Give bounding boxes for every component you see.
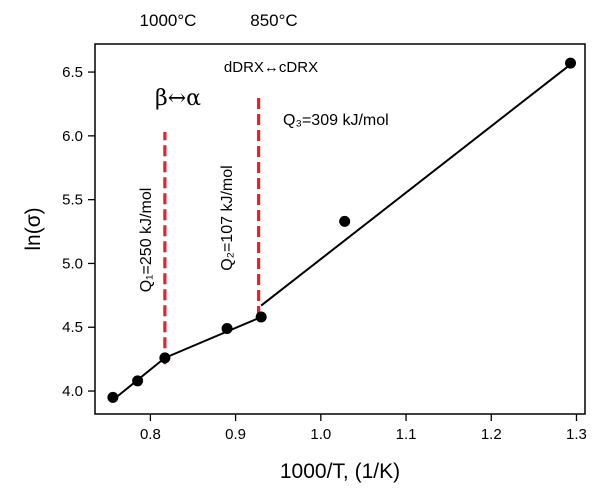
- y-axis-title: ln(σ): [22, 207, 45, 250]
- y-tick-label: 6.0: [62, 128, 83, 145]
- y-tick-label: 5.5: [62, 192, 83, 209]
- annotation-q1: Q₁=250 kJ/mol: [138, 188, 155, 293]
- x-axis-ticks: 0.8 0.9 1.0 1.1 1.2 1.3: [140, 414, 587, 443]
- y-tick-label: 6.5: [62, 64, 83, 81]
- annotation-q3: Q₃=309 kJ/mol: [283, 112, 389, 129]
- x-tick-label: 1.0: [310, 426, 331, 443]
- x-tick-label: 1.3: [566, 426, 587, 443]
- plot-frame: [94, 43, 586, 415]
- data-point: [255, 311, 267, 323]
- transition-lines: [163, 95, 261, 365]
- x-tick-label: 1.1: [396, 426, 417, 443]
- data-points: [107, 57, 577, 403]
- data-point: [107, 391, 119, 403]
- y-tick-label: 5.0: [62, 255, 83, 272]
- y-tick-label: 4.0: [62, 383, 83, 400]
- fit-line-segment: [260, 63, 572, 307]
- data-point: [132, 375, 144, 387]
- y-axis-ticks: 4.0 4.5 5.0 5.5 6.0 6.5: [62, 64, 95, 400]
- x-axis-title: 1000/T, (1/K): [280, 460, 400, 483]
- annotation-dynamic-recrystallization: dDRX↔cDRX: [224, 59, 318, 76]
- x-tick-label: 0.9: [225, 426, 246, 443]
- y-tick-label: 4.5: [62, 319, 83, 336]
- data-point: [339, 215, 351, 227]
- annotation-beta-alpha: β↔α: [155, 86, 201, 111]
- x-tick-label: 0.8: [140, 426, 161, 443]
- x-tick-label: 1.2: [481, 426, 502, 443]
- data-point: [565, 57, 577, 69]
- data-point: [159, 352, 171, 364]
- fit-line-segment: [164, 316, 262, 359]
- annotation-temp-850: 850°C: [250, 11, 297, 30]
- annotation-q2: Q₂=107 kJ/mol: [219, 165, 236, 270]
- data-point: [221, 323, 233, 335]
- annotation-temp-1000: 1000°C: [140, 11, 197, 30]
